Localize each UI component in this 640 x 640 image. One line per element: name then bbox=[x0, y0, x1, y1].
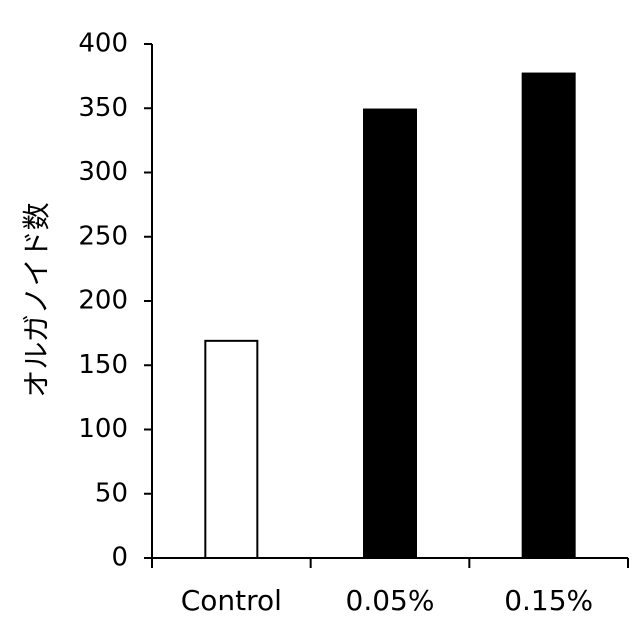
y-axis-label: オルガノイド数 bbox=[20, 202, 53, 397]
y-tick-label-350: 350 bbox=[78, 93, 128, 123]
labels-layer: 0 50 100 150 200 250 300 350 400 Control 0.05% 0.15… bbox=[78, 29, 593, 618]
y-tick-label-200: 200 bbox=[78, 286, 128, 316]
y-tick-label-150: 150 bbox=[78, 350, 128, 380]
y-tick-label-300: 300 bbox=[78, 157, 128, 187]
bar-0-05 bbox=[364, 110, 416, 558]
y-tick-label-50: 50 bbox=[95, 478, 128, 508]
x-tick-label-2: 0.05% bbox=[346, 584, 435, 617]
y-tick-label-100: 100 bbox=[78, 414, 128, 444]
y-tick-label-0: 0 bbox=[111, 543, 128, 573]
bars-layer bbox=[205, 74, 574, 558]
x-tick-label-1: Control bbox=[181, 584, 282, 617]
y-tick-label-250: 250 bbox=[78, 221, 128, 251]
y-tick-label-400: 400 bbox=[78, 29, 128, 59]
bar-0-15 bbox=[523, 74, 575, 558]
x-tick-label-3: 0.15% bbox=[504, 584, 593, 617]
bar-control bbox=[205, 341, 257, 558]
